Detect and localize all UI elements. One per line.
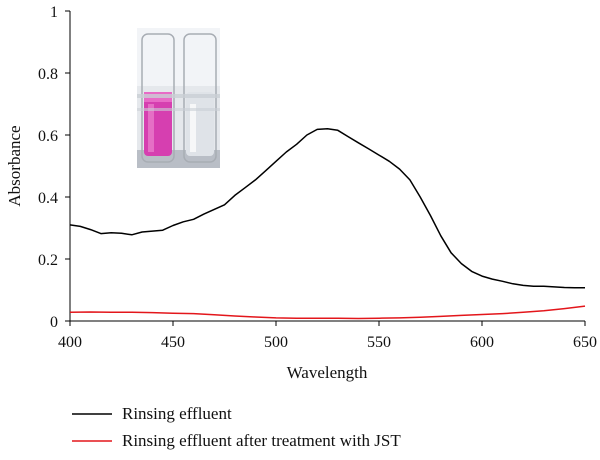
y-tick-label: 0.2 [38, 252, 58, 269]
y-axis-title: Absorbance [5, 125, 24, 206]
x-axis-title: Wavelength [287, 363, 368, 382]
y-tick-label: 0.8 [38, 66, 58, 83]
y-tick-label: 0.6 [38, 128, 58, 145]
series-line-after-jst [69, 305, 586, 320]
x-tick-label: 450 [161, 334, 185, 351]
series-line-rinsing-effluent [69, 128, 585, 289]
x-tick-label: 500 [264, 334, 288, 351]
y-tick-label: 1 [50, 4, 58, 21]
x-tick-label: 400 [58, 334, 82, 351]
legend-label-after-jst: Rinsing effluent after treatment with JS… [122, 431, 401, 450]
legend: Rinsing effluent Rinsing effluent after … [72, 404, 401, 450]
y-tick-label: 0.4 [38, 190, 58, 207]
x-tick-label: 650 [573, 334, 597, 351]
x-tick-label: 550 [367, 334, 391, 351]
y-tick-label: 0 [50, 314, 58, 331]
legend-label-rinsing-effluent: Rinsing effluent [122, 404, 232, 423]
test-tube-photo [137, 28, 220, 168]
x-tick-label: 600 [470, 334, 494, 351]
